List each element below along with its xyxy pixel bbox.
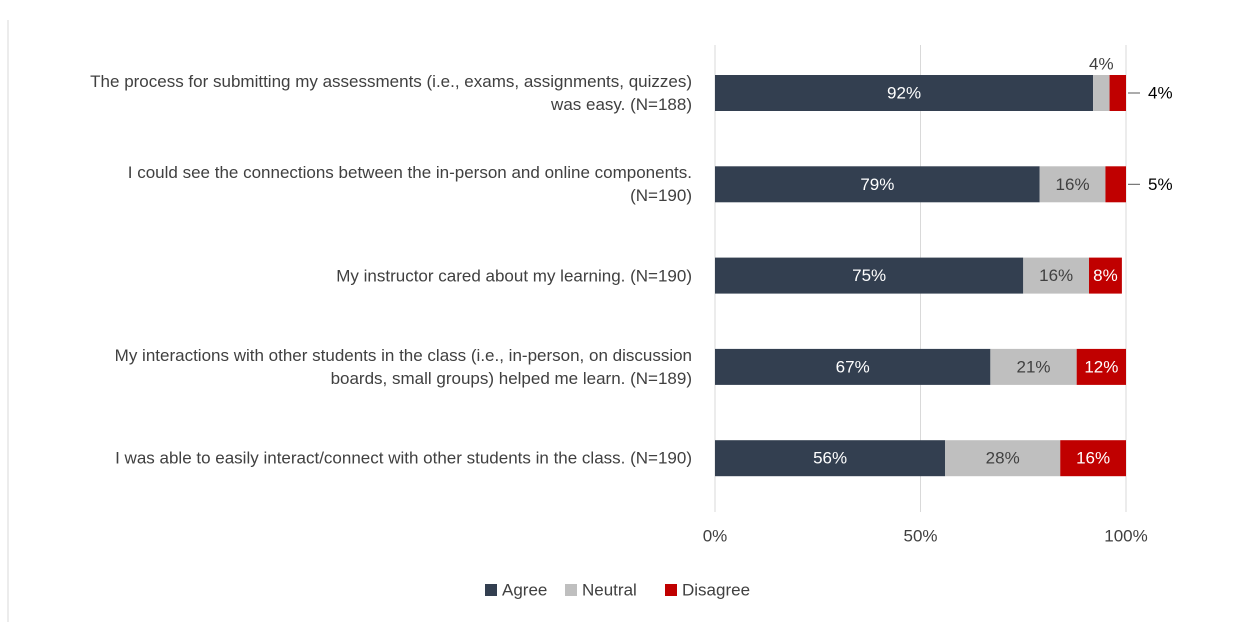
- data-label: 92%: [887, 83, 921, 102]
- bar-segment: [1039, 166, 1106, 203]
- bar-segment: [1060, 440, 1126, 477]
- legend-label: Neutral: [582, 580, 637, 599]
- data-label: 5%: [1148, 175, 1173, 194]
- category-label: My instructor cared about my learning. (…: [336, 266, 692, 286]
- category-label: I could see the connections between the …: [127, 163, 692, 206]
- bar-segment: [715, 257, 1024, 294]
- data-label: 16%: [1056, 175, 1090, 194]
- data-label: 79%: [860, 175, 894, 194]
- category-label: The process for submitting my assessment…: [90, 72, 692, 114]
- data-label: 75%: [852, 266, 886, 285]
- bar-segment: [945, 440, 1061, 477]
- bar-segment: [1076, 348, 1126, 385]
- category-label: My interactions with other students in t…: [114, 345, 692, 388]
- bar-segment: [1093, 75, 1110, 111]
- legend-swatch: [565, 584, 577, 596]
- bar-segment: [1089, 257, 1122, 294]
- data-label: 16%: [1076, 449, 1110, 468]
- legend-swatch: [665, 584, 677, 596]
- data-label: 8%: [1093, 266, 1118, 285]
- data-label: 21%: [1017, 357, 1051, 376]
- data-label: 67%: [836, 357, 870, 376]
- data-label: 28%: [986, 449, 1020, 468]
- data-label: 4%: [1089, 54, 1114, 73]
- legend-label: Disagree: [682, 580, 750, 599]
- data-label: 16%: [1039, 266, 1073, 285]
- bar-segment: [715, 348, 991, 385]
- x-tick-label: 50%: [903, 526, 937, 545]
- data-label: 56%: [813, 449, 847, 468]
- bar-segment: [715, 440, 946, 477]
- legend-label: Agree: [502, 580, 547, 599]
- bar-segment: [990, 348, 1077, 385]
- bar-segment: [715, 166, 1040, 203]
- bar-segment: [1023, 257, 1090, 294]
- bar-segment: [715, 75, 1094, 111]
- data-label: 12%: [1084, 357, 1118, 376]
- legend-swatch: [485, 584, 497, 596]
- bar-segment: [1105, 166, 1126, 203]
- x-tick-label: 100%: [1104, 526, 1147, 545]
- x-tick-label: 0%: [703, 526, 728, 545]
- bar-segment: [1109, 75, 1126, 111]
- data-label: 4%: [1148, 83, 1173, 102]
- category-label: I was able to easily interact/connect wi…: [115, 448, 692, 468]
